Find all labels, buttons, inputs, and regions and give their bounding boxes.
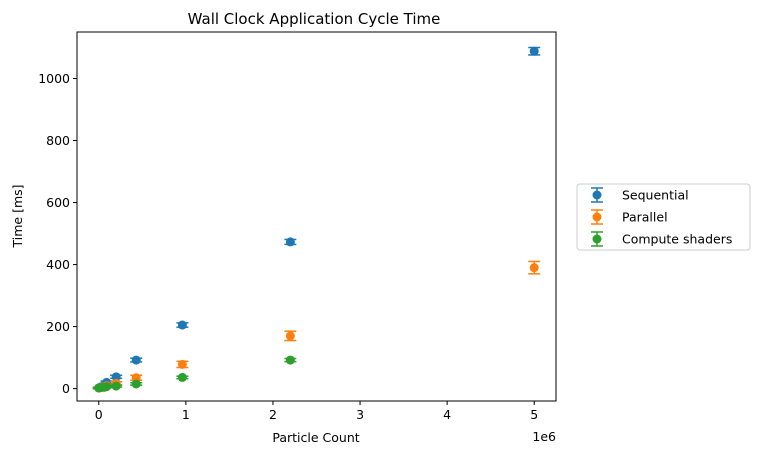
data-point <box>177 320 187 330</box>
x-offset-label: 1e6 <box>532 429 556 444</box>
x-tick-label: 2 <box>269 407 277 422</box>
y-tick-label: 400 <box>46 257 70 272</box>
legend-marker <box>592 190 602 200</box>
data-point <box>131 355 141 365</box>
series-parallel <box>92 260 541 393</box>
data-point <box>177 359 187 369</box>
data-point <box>131 379 141 389</box>
data-point <box>111 372 121 382</box>
y-axis-label: Time [ms] <box>10 184 25 248</box>
data-point <box>177 372 187 382</box>
legend-item: Compute shaders <box>591 231 732 247</box>
data-point <box>111 381 121 391</box>
x-axis-label: Particle Count <box>272 430 359 445</box>
y-tick-label: 0 <box>62 381 70 396</box>
data-point <box>131 373 141 383</box>
x-tick-label: 3 <box>356 407 364 422</box>
plot-frame <box>76 31 557 402</box>
legend: Sequential Parallel Compute shaders <box>576 183 751 251</box>
data-point <box>102 382 112 392</box>
x-axis: 0 1 2 3 4 5 <box>95 401 538 422</box>
x-tick-label: 1 <box>182 407 190 422</box>
legend-marker <box>592 212 602 222</box>
legend-item: Sequential <box>591 187 689 203</box>
y-tick-label: 1000 <box>38 71 70 86</box>
legend-label: Sequential <box>622 188 689 203</box>
legend-marker <box>592 234 602 244</box>
x-tick-label: 0 <box>95 407 103 422</box>
legend-label: Compute shaders <box>622 232 732 247</box>
chart-title: Wall Clock Application Cycle Time <box>188 10 441 28</box>
legend-box <box>576 183 751 251</box>
y-axis: 0 200 400 600 800 1000 <box>38 71 77 396</box>
legend-item: Parallel <box>591 209 668 225</box>
y-tick-label: 800 <box>46 133 70 148</box>
y-tick-label: 200 <box>46 319 70 334</box>
y-tick-label: 600 <box>46 195 70 210</box>
data-point <box>285 355 295 365</box>
plot-area <box>92 46 541 393</box>
data-point <box>529 46 539 56</box>
series-sequential <box>92 46 541 393</box>
data-point <box>529 263 539 273</box>
x-tick-label: 5 <box>530 407 538 422</box>
x-tick-label: 4 <box>443 407 451 422</box>
data-point <box>285 237 295 247</box>
series-compute-shaders <box>92 355 297 393</box>
data-point <box>285 331 295 341</box>
legend-label: Parallel <box>622 210 668 225</box>
